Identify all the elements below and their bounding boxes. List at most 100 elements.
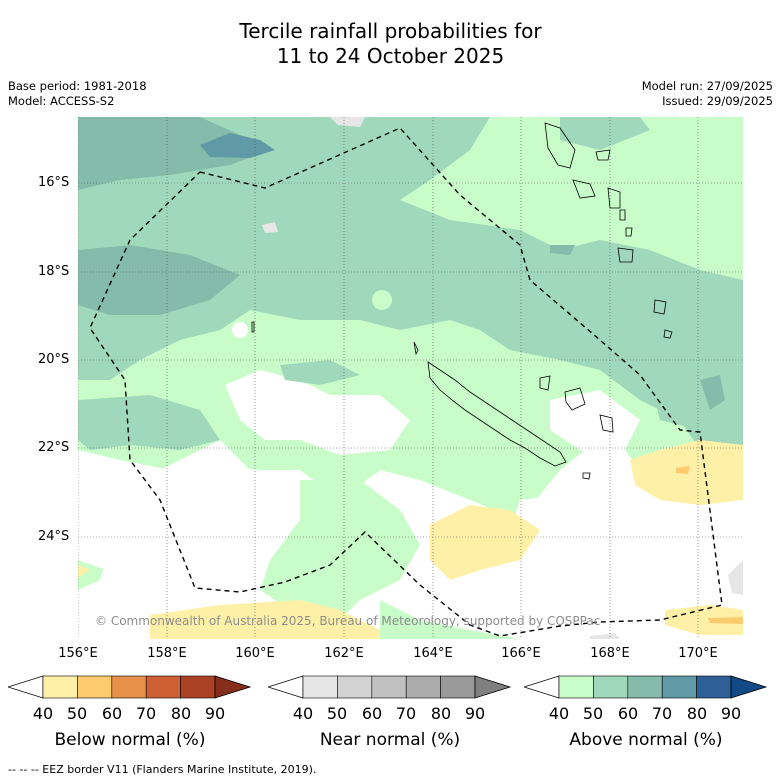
region-above-70 xyxy=(78,245,240,315)
vanuatu-island xyxy=(607,187,621,209)
region-white xyxy=(500,490,743,639)
islet xyxy=(251,321,255,333)
region-below-60 xyxy=(708,617,743,624)
vanuatu-island xyxy=(625,227,633,237)
lon-label: 168°E xyxy=(590,646,630,661)
colorbar-segment xyxy=(440,675,476,699)
colorbar-segment xyxy=(77,675,113,699)
loyalty-island-2 xyxy=(564,387,586,411)
copyright-notice: © Commonwealth of Australia 2025, Bureau… xyxy=(95,614,601,628)
colorbar-tick: 80 xyxy=(430,704,452,723)
region-near-50 xyxy=(590,633,620,639)
colorbar-tick: 70 xyxy=(651,704,673,723)
vanuatu-tanna xyxy=(653,299,667,315)
colorbar-max-arrow xyxy=(730,675,768,699)
region-above-60 xyxy=(78,395,220,450)
isle-of-pines xyxy=(582,472,591,480)
loyalty-island-1 xyxy=(539,375,551,391)
colorbar-segment xyxy=(405,675,441,699)
vanuatu-efate xyxy=(617,247,634,263)
colorbar-segment xyxy=(111,675,147,699)
colorbar-segment xyxy=(371,675,407,699)
region-near-50 xyxy=(728,560,743,595)
coastlines xyxy=(251,122,673,480)
colorbar-tick: 60 xyxy=(361,704,383,723)
colorbar-segment xyxy=(661,675,697,699)
region-above-50 xyxy=(380,600,520,639)
colorbar-tick: 40 xyxy=(292,704,314,723)
colorbar-segment xyxy=(627,675,663,699)
region-above-60 xyxy=(280,360,360,385)
region-above-70 xyxy=(550,245,575,255)
colorbar-segment xyxy=(145,675,181,699)
region-white xyxy=(78,450,270,575)
region-above-50 xyxy=(516,140,536,160)
lon-label: 162°E xyxy=(324,646,364,661)
vanuatu-island xyxy=(619,209,626,221)
vanuatu-island xyxy=(595,149,611,161)
islet xyxy=(413,341,419,356)
colorbar-segment xyxy=(42,675,78,699)
region-below-50 xyxy=(78,565,90,578)
map-title-line1: Tercile rainfall probabilities for xyxy=(239,19,542,43)
colorbar-segment xyxy=(180,675,216,699)
colorbar-tick: 50 xyxy=(582,704,604,723)
eez-legend-footer: -- -- -- EEZ border V11 (Flanders Marine… xyxy=(8,763,317,776)
region-white xyxy=(225,370,410,455)
vanuatu-espiritu-santo xyxy=(544,122,576,169)
meta-right: Model run: 27/09/2025 Issued: 29/09/2025 xyxy=(642,79,773,109)
colorbar-title-below: Below normal (%) xyxy=(54,730,206,750)
lon-label: 158°E xyxy=(147,646,187,661)
colorbar-tick: 90 xyxy=(204,704,226,723)
colorbar-tick: 60 xyxy=(101,704,123,723)
region-above-60 xyxy=(560,117,650,150)
region-white xyxy=(550,390,640,460)
colorbar-tick: 90 xyxy=(464,704,486,723)
colorbar-near xyxy=(268,675,512,699)
colorbar-tick: 80 xyxy=(686,704,708,723)
region-below-50 xyxy=(665,605,743,635)
lat-label: 24°S xyxy=(38,529,70,544)
map-title-line2: 11 to 24 October 2025 xyxy=(276,44,505,68)
colorbar-below xyxy=(8,675,252,699)
lat-label: 22°S xyxy=(38,440,70,455)
colorbar-tick: 90 xyxy=(720,704,742,723)
colorbar-min-arrow xyxy=(524,675,560,699)
lat-label: 16°S xyxy=(38,175,70,190)
colorbar-segment xyxy=(558,675,594,699)
colorbar-above xyxy=(524,675,768,699)
base-period: Base period: 1981-2018 xyxy=(8,79,147,93)
region-above-70 xyxy=(78,117,270,190)
region-above-50 xyxy=(260,480,420,620)
colorbar-tick: 70 xyxy=(395,704,417,723)
region-below-50 xyxy=(150,600,380,639)
colorbar-segment xyxy=(593,675,629,699)
vanuatu-aneityum xyxy=(663,329,673,339)
lon-label: 166°E xyxy=(501,646,541,661)
colorbar-max-arrow xyxy=(474,675,512,699)
eez-border xyxy=(89,127,723,637)
region-above-60 xyxy=(650,340,743,430)
colorbar-tick: 50 xyxy=(66,704,88,723)
region-below-50 xyxy=(430,505,540,580)
lon-label: 164°E xyxy=(413,646,453,661)
colorbar-tick: 70 xyxy=(135,704,157,723)
issued-date: Issued: 29/09/2025 xyxy=(662,94,773,108)
lon-label: 156°E xyxy=(58,646,98,661)
lat-label: 20°S xyxy=(38,352,70,367)
region-above-50 xyxy=(372,290,392,310)
model-name: Model: ACCESS-S2 xyxy=(8,94,115,108)
colorbar-tick: 40 xyxy=(548,704,570,723)
region-above-70 xyxy=(700,375,725,410)
colorbar-min-arrow xyxy=(268,675,304,699)
model-run: Model run: 27/09/2025 xyxy=(641,79,773,93)
colorbar-tick: 40 xyxy=(32,704,54,723)
colorbar-title-near: Near normal (%) xyxy=(319,730,461,750)
region-near-50 xyxy=(330,117,365,127)
new-caledonia-coastline xyxy=(427,361,567,467)
region-white xyxy=(232,322,248,338)
region-near-50 xyxy=(262,222,278,233)
colorbar-segment xyxy=(696,675,732,699)
colorbar-title-above: Above normal (%) xyxy=(569,730,723,750)
colorbar-tick: 60 xyxy=(617,704,639,723)
